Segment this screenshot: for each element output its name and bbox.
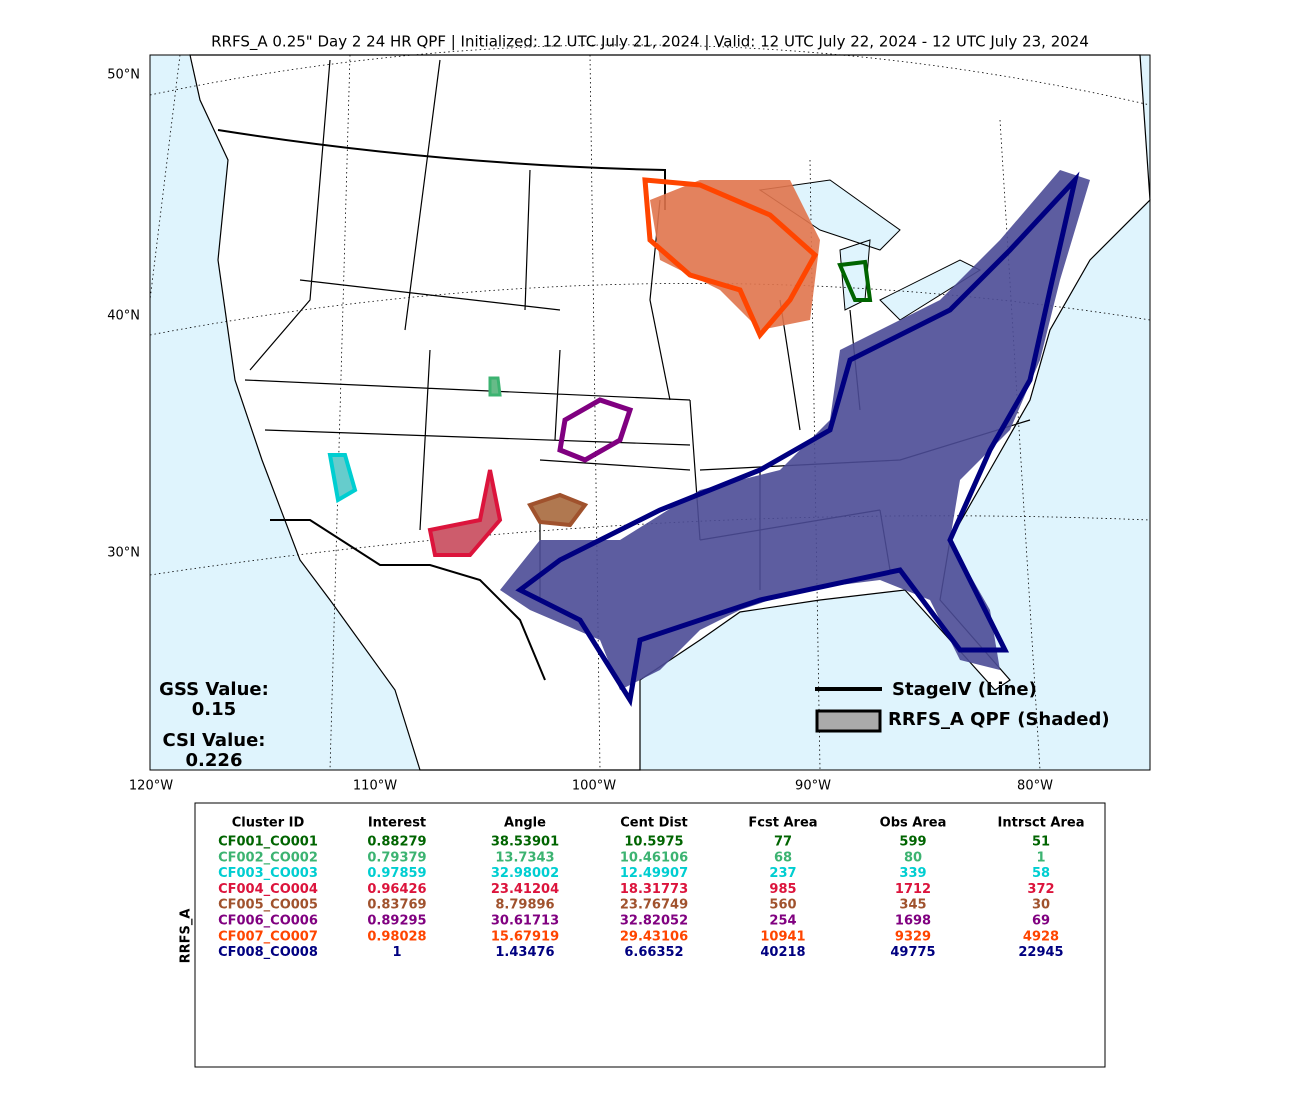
lon-label: 100°W	[572, 779, 616, 794]
table-cell: 23.76749	[620, 898, 688, 913]
table-cell: 339	[899, 866, 926, 881]
legend-entry: RRFS_A QPF (Shaded)	[888, 709, 1110, 730]
table-cell: 10.46106	[620, 850, 688, 865]
table-cell: 49775	[890, 945, 935, 960]
table-cell: 8.79896	[495, 898, 554, 913]
lat-label: 40°N	[107, 309, 140, 324]
lat-label: 50°N	[107, 68, 140, 83]
table-cell: 0.96426	[367, 882, 426, 897]
table: Cluster ID Interest Angle Cent Dist Fcst Are…	[218, 816, 1084, 961]
table-cell: 0.89295	[367, 914, 426, 929]
table-cell: 30	[1032, 898, 1050, 913]
table-cell: 599	[899, 835, 926, 850]
table-cell: 6.66352	[624, 945, 683, 960]
table-cell: 58	[1032, 866, 1050, 881]
table-cell: 10.5975	[624, 835, 683, 850]
table-cell: 22945	[1018, 945, 1063, 960]
cluster-outline	[642, 177, 819, 340]
table-cell: 51	[1032, 835, 1050, 850]
map-frame	[149, 54, 1151, 771]
cluster-area	[327, 453, 358, 504]
table-cell: 15.67919	[491, 929, 559, 944]
table-cell: 77	[774, 835, 792, 850]
table-cell: 0.97859	[367, 866, 426, 881]
table-cell: 0.88279	[367, 835, 426, 850]
table-cell: 1712	[895, 882, 931, 897]
table-cell: 254	[769, 914, 796, 929]
column-header: Fcst Area	[748, 816, 817, 831]
table-cell: 69	[1032, 914, 1050, 929]
table-cell: 9329	[895, 929, 931, 944]
cluster-outline	[557, 397, 634, 463]
title: RRFS_A 0.25" Day 2 24 HR QPF | Initializ…	[211, 33, 1089, 52]
table-cell: 10941	[760, 929, 805, 944]
lon-label: 80°W	[1017, 779, 1053, 794]
cluster-area	[500, 170, 1090, 690]
table-cell: 68	[774, 850, 792, 865]
table-cell: 32.98002	[491, 866, 559, 881]
table-cell: CF004_CO004	[218, 882, 318, 897]
table-cell: 1	[392, 945, 401, 960]
csi-value: 0.226	[186, 750, 243, 771]
column-header: Cent Dist	[620, 816, 688, 831]
table-cell: CF008_CO008	[218, 945, 318, 960]
table-cell: 0.98028	[367, 929, 426, 944]
border	[270, 519, 546, 681]
table-cell: 80	[904, 850, 922, 865]
table-cell: CF007_CO007	[218, 929, 318, 944]
table-cell: CF001_CO001	[218, 835, 318, 850]
cluster-area	[650, 180, 820, 330]
table-cell: 985	[769, 882, 796, 897]
table-cell: 12.49907	[620, 866, 688, 881]
table-cell: 4928	[1023, 929, 1059, 944]
table-cell: CF002_CO002	[218, 850, 318, 865]
column-header: Cluster ID	[232, 816, 305, 831]
table-cell: 23.41204	[491, 882, 559, 897]
lon-label: 120°W	[129, 779, 173, 794]
lon-label: 90°W	[795, 779, 831, 794]
table-cell: 13.7343	[495, 850, 554, 865]
table-cell: 0.79379	[367, 850, 426, 865]
table-cell: 18.31773	[620, 882, 688, 897]
table-frame	[194, 802, 1106, 1068]
csi-label: CSI Value:	[163, 730, 266, 751]
lat-label: 30°N	[107, 546, 140, 561]
table-cell: CF006_CO006	[218, 914, 318, 929]
column-header: Intrsct Area	[998, 816, 1085, 831]
table-cell: 1698	[895, 914, 931, 929]
cluster-area	[427, 469, 503, 557]
table-cell: 30.61713	[491, 914, 559, 929]
table-side-label: RRFS_A	[179, 909, 194, 964]
cluster-area	[488, 376, 502, 397]
cluster-outline	[837, 259, 873, 302]
table-cell: 40218	[760, 945, 805, 960]
table-cell: 372	[1027, 882, 1054, 897]
cluster-area	[527, 492, 589, 528]
table-cell: 29.43106	[620, 929, 688, 944]
map: GSS Value: 0.15 CSI Value: 0.226 StageIV…	[149, 44, 1151, 771]
table-cell: 0.83769	[367, 898, 426, 913]
table-cell: 345	[899, 898, 926, 913]
table-cell: CF003_CO003	[218, 866, 318, 881]
table-cell: 32.82052	[620, 914, 688, 929]
gss-label: GSS Value:	[159, 679, 269, 700]
column-header: Obs Area	[880, 816, 947, 831]
cluster-outline	[515, 171, 1080, 707]
lon-label: 110°W	[353, 779, 397, 794]
border	[217, 129, 666, 210]
legend-swatch	[815, 709, 882, 733]
table-cell: 1	[1036, 850, 1045, 865]
table-cell: 237	[769, 866, 796, 881]
column-header: Angle	[504, 816, 546, 831]
table-cell: CF005_CO005	[218, 898, 318, 913]
gss-value: 0.15	[192, 699, 236, 720]
table-cell: 38.53901	[491, 835, 559, 850]
table-cell: 560	[769, 898, 796, 913]
legend-entry: StageIV (Line)	[892, 679, 1037, 700]
column-header: Interest	[368, 816, 426, 831]
table-cell: 1.43476	[495, 945, 554, 960]
